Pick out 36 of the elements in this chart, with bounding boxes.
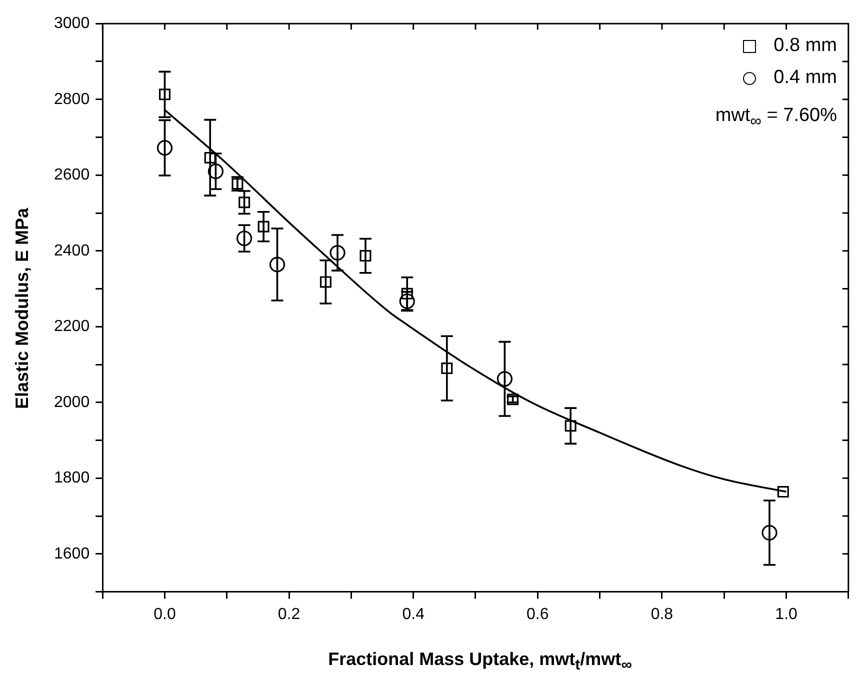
y-tick-label: 2000 — [54, 394, 90, 411]
annotation: mwt$_{∞}$ = 7.60% — [715, 104, 837, 132]
y-tick-label: 2200 — [54, 318, 90, 336]
point — [762, 524, 778, 541]
y-tick-label: 1800 — [54, 470, 90, 487]
x-tick-label: 0.8 — [650, 606, 674, 623]
point — [236, 230, 252, 246]
x-axis-title: Fractional Mass Uptake, mwt$_{t}$/mwt$_{∞}$ — [327, 649, 633, 674]
point — [496, 371, 513, 387]
point — [158, 88, 170, 100]
x-tick-label: 0.0 — [154, 606, 176, 623]
point — [238, 196, 250, 208]
point — [204, 152, 216, 164]
point — [330, 244, 346, 261]
point — [360, 250, 372, 262]
point — [156, 140, 173, 156]
point — [258, 220, 270, 232]
y-tick-label: 2800 — [54, 90, 90, 108]
y-tick-label: 3000 — [54, 15, 90, 32]
x-tick-label: 0.4 — [402, 606, 425, 623]
y-tick-label: 2400 — [54, 242, 90, 260]
legend-label: 0.8 mm — [774, 34, 837, 58]
x-tick-label: 1.0 — [775, 606, 798, 623]
x-tick-label: 0.2 — [278, 606, 300, 623]
point — [777, 486, 789, 498]
point — [269, 256, 286, 272]
x-tick-label: 0.6 — [526, 606, 549, 623]
point — [441, 362, 453, 374]
y-tick-label: 2600 — [54, 166, 90, 184]
y-tick-label: 1600 — [54, 545, 90, 562]
point — [320, 276, 332, 288]
point — [401, 288, 413, 300]
y-axis-title: Elastic Modulus, E MPa — [12, 207, 34, 409]
point — [564, 420, 576, 432]
point — [208, 164, 224, 180]
legend-label: 0.4 mm — [774, 66, 837, 90]
